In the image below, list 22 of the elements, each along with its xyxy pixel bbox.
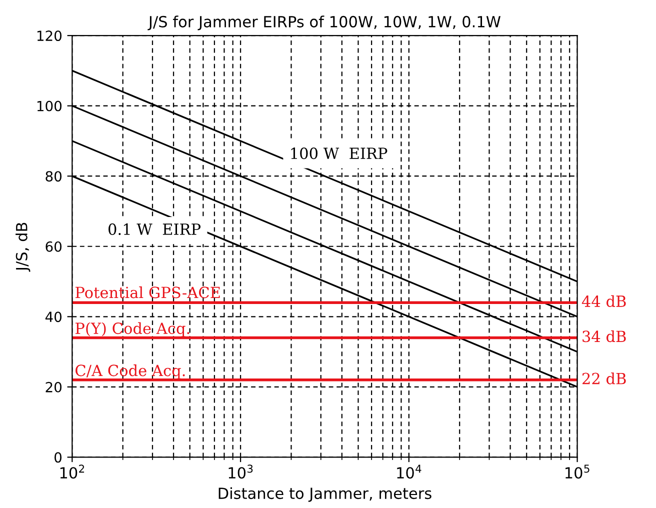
x-tick-label: 10$^{3}$ [228, 464, 253, 479]
ref-line-label: 44 dB [582, 295, 626, 308]
y-tick-label: 0 [54, 452, 62, 463]
y-tick-label: 100 [37, 100, 62, 112]
y-tick-label: 40 [45, 312, 62, 322]
y-tick-label: 120 [37, 30, 62, 42]
ref-line-label: 22 dB [582, 372, 626, 384]
y-tick-label: 20 [46, 382, 62, 392]
ref-line-label: 34 dB [582, 330, 626, 342]
annotation: Potential GPS-ACE [76, 286, 220, 298]
x-tick-label: 10$^{2}$ [60, 464, 84, 479]
y-tick-label: 60 [46, 241, 62, 252]
annotation: 0.1 W EIRP [108, 223, 201, 235]
x-axis-title: Distance to Jammer, meters [218, 487, 432, 502]
x-tick-label: 10$^{5}$ [566, 464, 590, 479]
y-tick-label: 80 [46, 171, 62, 182]
x-tick-label: 10$^{4}$ [397, 464, 422, 479]
chart-title: J/S for Jammer EIRPs of 100W, 10W, 1W, 0.1W [148, 16, 500, 30]
annotation: P(Y) Code Acq. [76, 322, 190, 338]
annotation: 100 W EIRP [291, 148, 388, 160]
y-axis-title: J/S, dB [16, 222, 30, 272]
annotation: C/A Code Acq. [76, 364, 185, 380]
